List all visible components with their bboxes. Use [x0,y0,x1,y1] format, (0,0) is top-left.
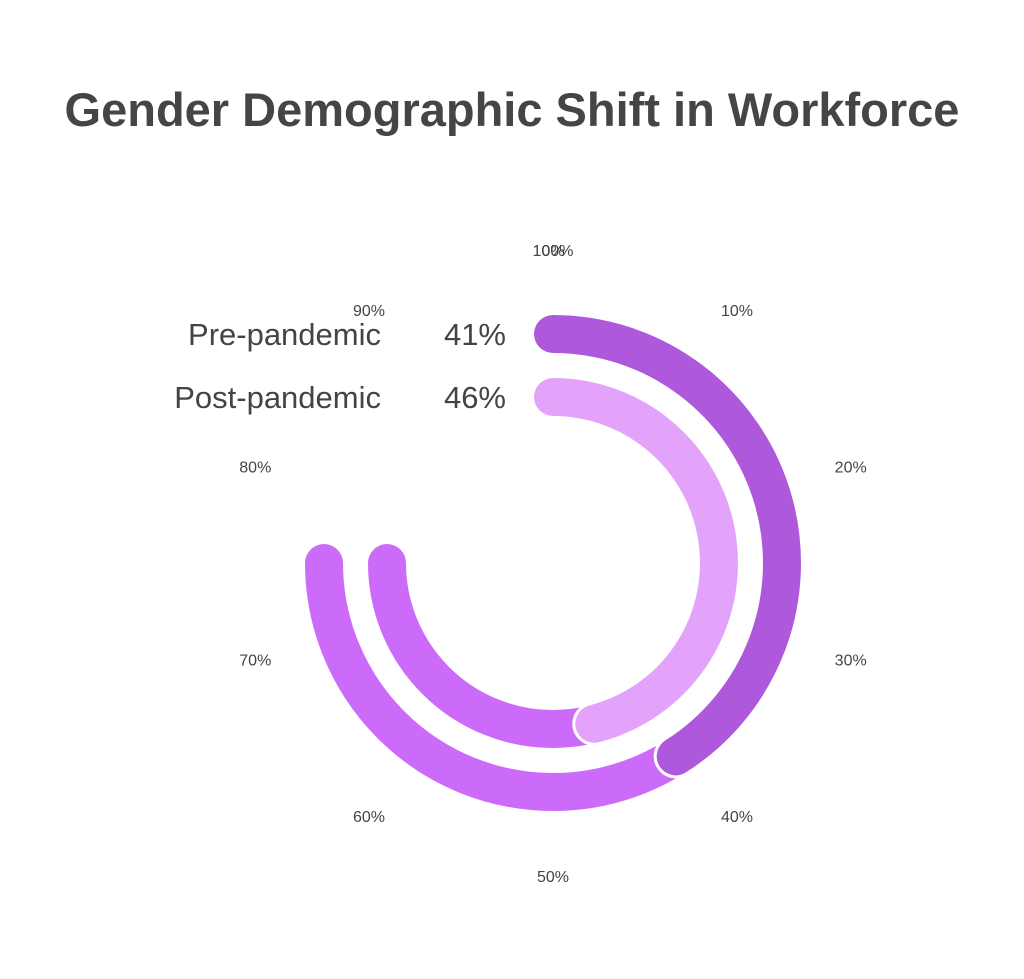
bar-2 [534,378,738,743]
tick-label-9: 90% [353,303,385,320]
tick-label-8: 80% [239,459,271,476]
tick-label-7: 70% [239,653,271,670]
series-name-2: Post-pandemic [174,380,381,415]
tick-label-5: 50% [537,869,569,886]
bar-1 [534,315,801,776]
tick-label-0: 0% [541,243,564,260]
series-value-2: 46% [444,380,506,415]
bar-layer [531,312,804,779]
series-value-1: 41% [444,317,506,352]
series-label-layer: Pre-pandemic 41% Post-pandemic 46% [174,317,506,415]
series-name-1: Pre-pandemic [188,317,381,352]
chart-title: Gender Demographic Shift in Workforce [64,83,960,136]
tick-label-10: 100% [533,243,574,260]
tick-label-1: 10% [721,303,753,320]
tick-label-layer: 0% 10% 20% 30% 40% 50% 60% 70% 80% 90% 100% [239,243,866,886]
tick-label-4: 40% [721,809,753,826]
tick-label-3: 30% [835,653,867,670]
tick-label-2: 20% [835,459,867,476]
tick-label-6: 60% [353,809,385,826]
